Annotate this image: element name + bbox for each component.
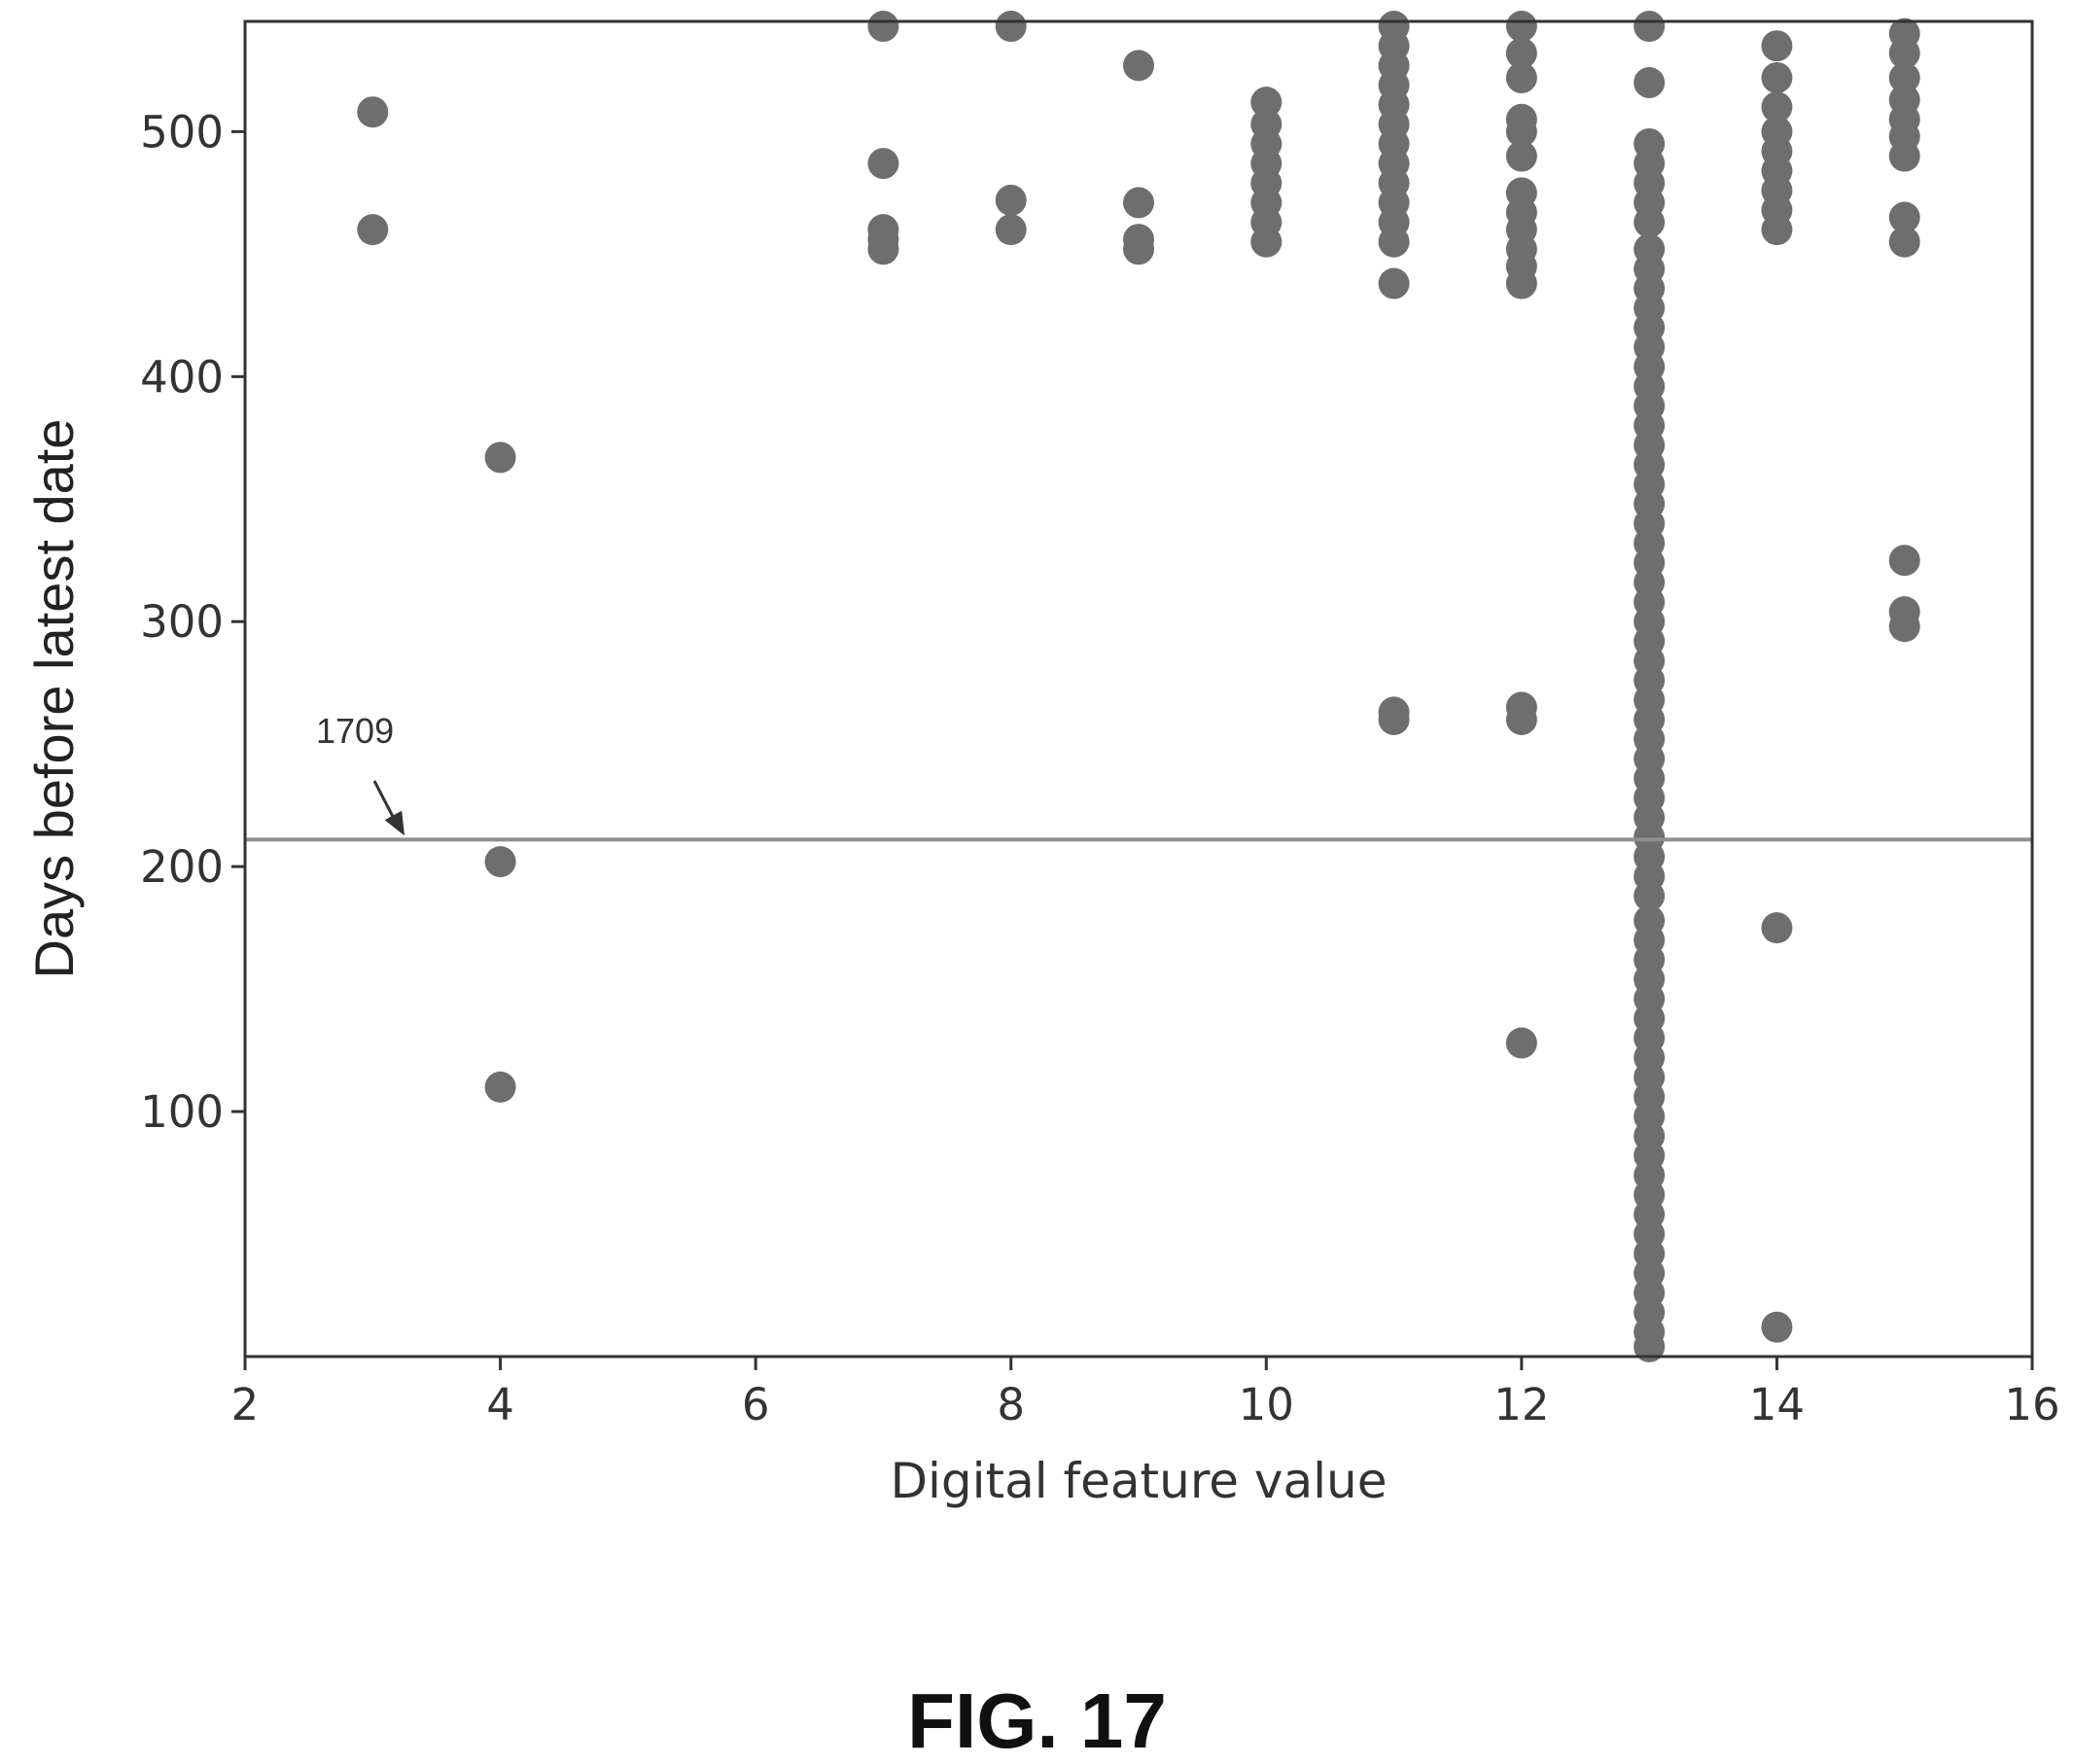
x-tick-label: 8 <box>997 1379 1025 1430</box>
scatter-point <box>867 233 899 265</box>
scatter-point <box>995 184 1027 216</box>
scatter-point <box>995 11 1027 43</box>
y-tick-label: 100 <box>140 1086 224 1138</box>
scatter-point <box>1505 61 1537 93</box>
scatter-point <box>1761 30 1793 62</box>
scatter-point <box>484 1071 516 1103</box>
scatter-point <box>1378 703 1410 735</box>
scatter-point <box>1378 226 1410 258</box>
x-tick-label: 6 <box>742 1379 770 1430</box>
scatter-point <box>1505 37 1537 69</box>
scatter-point <box>1378 267 1410 300</box>
y-tick-label: 300 <box>140 596 224 648</box>
scatter-point <box>1761 91 1793 123</box>
scatter-point <box>1123 187 1154 219</box>
x-tick-label: 2 <box>231 1379 260 1430</box>
scatter-point <box>1761 1311 1793 1343</box>
scatter-point <box>1634 206 1666 238</box>
y-tick-label: 500 <box>140 106 224 158</box>
scatter-point <box>1888 226 1920 258</box>
scatter-point <box>1505 1027 1537 1059</box>
y-axis-label: Days before latest date <box>23 419 85 979</box>
y-tick-label: 200 <box>140 841 224 893</box>
threshold-label: 1709 <box>316 711 394 751</box>
scatter-point <box>1761 61 1793 93</box>
scatter-point <box>1250 87 1283 119</box>
y-tick-label: 400 <box>140 351 224 403</box>
scatter-point <box>357 214 389 246</box>
scatter-point <box>867 11 899 43</box>
plot-frame <box>243 19 2034 1358</box>
scatter-point <box>484 441 516 474</box>
x-tick-label: 14 <box>1749 1379 1805 1430</box>
figure-caption: FIG. 17 <box>907 1677 1167 1764</box>
scatter-point <box>1123 233 1154 265</box>
scatter-point <box>357 96 389 128</box>
x-tick-label: 10 <box>1239 1379 1294 1430</box>
axis-ticks: 2 4 6 8 10 12 14 16 100 200 300 400 500 <box>140 106 2060 1430</box>
scatter-point <box>1505 140 1537 172</box>
scatter-point <box>1888 545 1920 577</box>
scatter-point <box>1761 912 1793 944</box>
scatter-point <box>1505 703 1537 735</box>
scatter-point <box>484 846 516 878</box>
scatter-point <box>1761 214 1793 246</box>
x-axis-label: Digital feature value <box>890 1453 1387 1509</box>
scatter-point <box>1888 140 1920 172</box>
scatter-point <box>1634 11 1666 43</box>
x-tick-label: 16 <box>2004 1379 2059 1430</box>
scatter-point <box>1505 267 1537 300</box>
scatter-point <box>1123 50 1154 82</box>
scatter-point <box>867 148 899 180</box>
data-points <box>357 11 1920 1362</box>
scatter-point <box>995 214 1027 246</box>
scatter-point <box>1250 226 1283 258</box>
scatter-point <box>1888 37 1920 69</box>
scatter-point <box>1888 61 1920 93</box>
x-tick-label: 12 <box>1494 1379 1549 1430</box>
x-tick-label: 4 <box>486 1379 514 1430</box>
threshold-annotation: 1709 <box>316 711 404 836</box>
scatter-point <box>1888 611 1920 643</box>
scatter-point <box>1505 11 1537 43</box>
scatter-point <box>1505 116 1537 148</box>
scatter-point <box>1634 880 1666 912</box>
scatter-point <box>1888 201 1920 233</box>
annotation-arrowhead <box>384 810 404 836</box>
scatter-point <box>1634 66 1666 98</box>
scatter-point <box>1634 1330 1666 1362</box>
